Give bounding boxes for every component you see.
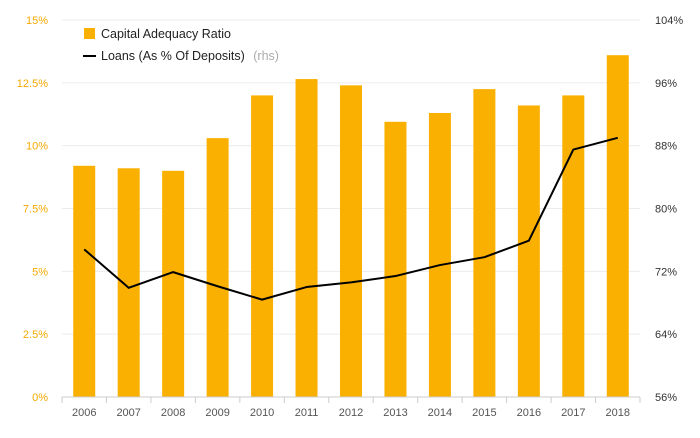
- right-tick-label: 88%: [655, 141, 677, 153]
- x-tick-label: 2010: [250, 407, 274, 419]
- legend-label-capital-adequacy-ratio: Capital Adequacy Ratio: [101, 27, 231, 41]
- bar-2011: [296, 79, 318, 397]
- legend: Capital Adequacy Ratio Loans (As % Of De…: [83, 27, 279, 64]
- bar-series: [73, 55, 629, 397]
- right-tick-label: 80%: [655, 204, 677, 216]
- x-tick-label: 2014: [428, 407, 452, 419]
- left-tick-label: 10%: [26, 141, 48, 153]
- x-tick-label: 2007: [116, 407, 140, 419]
- bar-2014: [429, 113, 451, 397]
- left-tick-label: 12.5%: [17, 78, 48, 90]
- left-tick-label: 7.5%: [23, 204, 48, 216]
- x-axis: [62, 397, 640, 403]
- right-tick-label: 64%: [655, 329, 677, 341]
- right-y-axis-ticks: 56% 64% 72% 80% 88% 96% 104%: [655, 15, 683, 404]
- x-axis-ticks: 2006 2007 2008 2009 2010 2011 2012 2013 2014 2015…: [72, 407, 630, 419]
- x-tick-label: 2013: [383, 407, 407, 419]
- x-tick-label: 2008: [161, 407, 185, 419]
- x-tick-label: 2015: [472, 407, 496, 419]
- legend-label-rhs-note: (rhs): [253, 49, 279, 63]
- bar-2016: [518, 105, 540, 397]
- bar-2007: [118, 168, 140, 397]
- x-tick-label: 2017: [561, 407, 585, 419]
- x-tick-label: 2012: [339, 407, 363, 419]
- bar-2013: [384, 122, 406, 397]
- x-tick-label: 2009: [205, 407, 229, 419]
- legend-swatch-capital-adequacy-ratio: [84, 28, 95, 39]
- bar-2018: [607, 55, 629, 397]
- bar-2010: [251, 95, 273, 397]
- bar-2012: [340, 85, 362, 397]
- right-tick-label: 104%: [655, 15, 683, 27]
- left-y-axis-ticks: 0% 2.5% 5% 7.5% 10% 12.5% 15%: [17, 15, 48, 404]
- left-tick-label: 15%: [26, 15, 48, 27]
- bar-2009: [207, 138, 229, 397]
- bar-2008: [162, 171, 184, 397]
- bar-2006: [73, 166, 95, 397]
- right-tick-label: 96%: [655, 78, 677, 90]
- left-tick-label: 5%: [32, 266, 48, 278]
- legend-label-loans: Loans (As % Of Deposits): [101, 49, 245, 63]
- right-tick-label: 56%: [655, 392, 677, 404]
- x-tick-label: 2006: [72, 407, 96, 419]
- left-tick-label: 2.5%: [23, 329, 48, 341]
- left-tick-label: 0%: [32, 392, 48, 404]
- right-tick-label: 72%: [655, 266, 677, 278]
- bar-2015: [473, 89, 495, 397]
- x-tick-label: 2011: [295, 407, 319, 419]
- legend-label-loans-group: Loans (As % Of Deposits) (rhs): [101, 47, 279, 64]
- x-tick-label: 2018: [606, 407, 630, 419]
- bar-2017: [562, 95, 584, 397]
- x-tick-label: 2016: [517, 407, 541, 419]
